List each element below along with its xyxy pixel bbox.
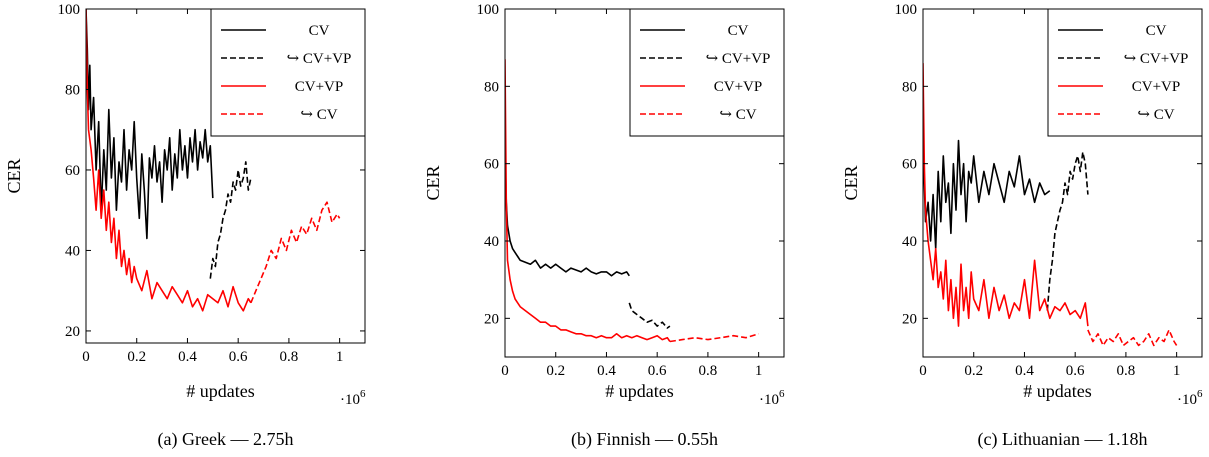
legend-label: CV+VP: [295, 79, 343, 95]
legend-label: ↪ CV+VP: [706, 51, 771, 67]
chart-caption: (b) Finnish — 0.55h: [571, 429, 718, 450]
y-tick-label: 60: [902, 157, 917, 173]
x-tick-label: 0: [501, 363, 509, 379]
y-tick-label: 20: [65, 324, 80, 340]
y-tick-label: 80: [65, 82, 80, 98]
series-line: [1087, 329, 1178, 347]
legend-label: CV+VP: [714, 79, 762, 95]
series-line: [923, 132, 1051, 250]
y-tick-label: 100: [477, 2, 500, 18]
y-tick-label: 100: [58, 2, 81, 18]
chart-panel: 0 0.2 0.4 0.6 0.8 1 20 40 60 80 100 # updates ·106 CE…: [423, 2, 785, 450]
chart-caption: (c) Lithuanian — 1.18h: [978, 429, 1148, 450]
legend-label: CV: [728, 23, 749, 39]
series-line: [86, 9, 214, 240]
series-line: [669, 333, 759, 343]
y-tick-label: 20: [484, 311, 499, 327]
x-axis-multiplier: ·106: [340, 388, 366, 408]
legend-label: CV: [1146, 23, 1167, 39]
y-axis-label: CER: [423, 165, 443, 200]
x-tick-label: 0.8: [280, 349, 299, 365]
y-tick-label: 60: [484, 157, 499, 173]
legend-label: ↪ CV: [1137, 107, 1174, 123]
legend-label: ↪ CV: [719, 107, 756, 123]
series-line: [628, 302, 671, 329]
x-tick-label: 0.4: [597, 363, 616, 379]
series-line: [250, 201, 341, 304]
y-tick-label: 40: [65, 243, 80, 259]
y-tick-label: 60: [65, 163, 80, 179]
legend: CV ↪ CV+VP CV+VP ↪ CV: [210, 8, 366, 137]
legend-label: ↪ CV: [300, 107, 337, 123]
x-tick-label: 0.6: [229, 349, 248, 365]
legend-label: CV+VP: [1132, 79, 1180, 95]
x-axis-label: # updates: [186, 381, 254, 401]
x-tick-label: 0: [82, 349, 90, 365]
x-axis-multiplier: ·106: [759, 388, 785, 408]
y-tick-label: 100: [895, 2, 918, 18]
chart-caption: (a) Greek — 2.75h: [158, 429, 294, 450]
legend-label: ↪ CV+VP: [287, 51, 352, 67]
x-tick-label: 1: [755, 363, 763, 379]
x-tick-label: 0.2: [964, 363, 983, 379]
series-line: [86, 9, 252, 312]
series-line: [505, 59, 671, 342]
y-axis-label: CER: [4, 158, 24, 193]
series-line: [1046, 151, 1089, 311]
y-tick-label: 20: [902, 311, 917, 327]
x-tick-label: 0.6: [1066, 363, 1085, 379]
y-axis-label: CER: [841, 165, 861, 200]
series-line: [209, 161, 252, 279]
legend: CV ↪ CV+VP CV+VP ↪ CV: [1047, 8, 1203, 137]
series-line: [923, 63, 1089, 327]
x-tick-label: 0: [919, 363, 927, 379]
x-tick-label: 1: [1173, 363, 1181, 379]
legend-box: [629, 8, 785, 137]
x-tick-label: 0.4: [1015, 363, 1034, 379]
chart-panel: 0 0.2 0.4 0.6 0.8 1 20 40 60 80 100 # updates ·106 CE…: [841, 2, 1203, 450]
legend: CV ↪ CV+VP CV+VP ↪ CV: [629, 8, 785, 137]
y-tick-label: 40: [484, 234, 499, 250]
x-tick-label: 1: [336, 349, 344, 365]
legend-box: [1047, 8, 1203, 137]
x-axis-label: # updates: [1023, 381, 1091, 401]
x-tick-label: 0.2: [127, 349, 146, 365]
legend-label: ↪ CV+VP: [1124, 51, 1189, 67]
x-axis-multiplier: ·106: [1177, 388, 1203, 408]
x-tick-label: 0.8: [699, 363, 718, 379]
x-tick-label: 0.2: [546, 363, 565, 379]
legend-label: CV: [309, 23, 330, 39]
chart-panel: 0 0.2 0.4 0.6 0.8 1 20 40 60 80 100 # updates ·106 CE…: [4, 2, 366, 450]
series-line: [505, 148, 630, 277]
y-tick-label: 80: [484, 79, 499, 95]
x-tick-label: 0.4: [178, 349, 197, 365]
y-tick-label: 40: [902, 234, 917, 250]
legend-box: [210, 8, 366, 137]
x-tick-label: 0.6: [648, 363, 667, 379]
x-tick-label: 0.8: [1117, 363, 1136, 379]
x-axis-label: # updates: [605, 381, 673, 401]
y-tick-label: 80: [902, 79, 917, 95]
